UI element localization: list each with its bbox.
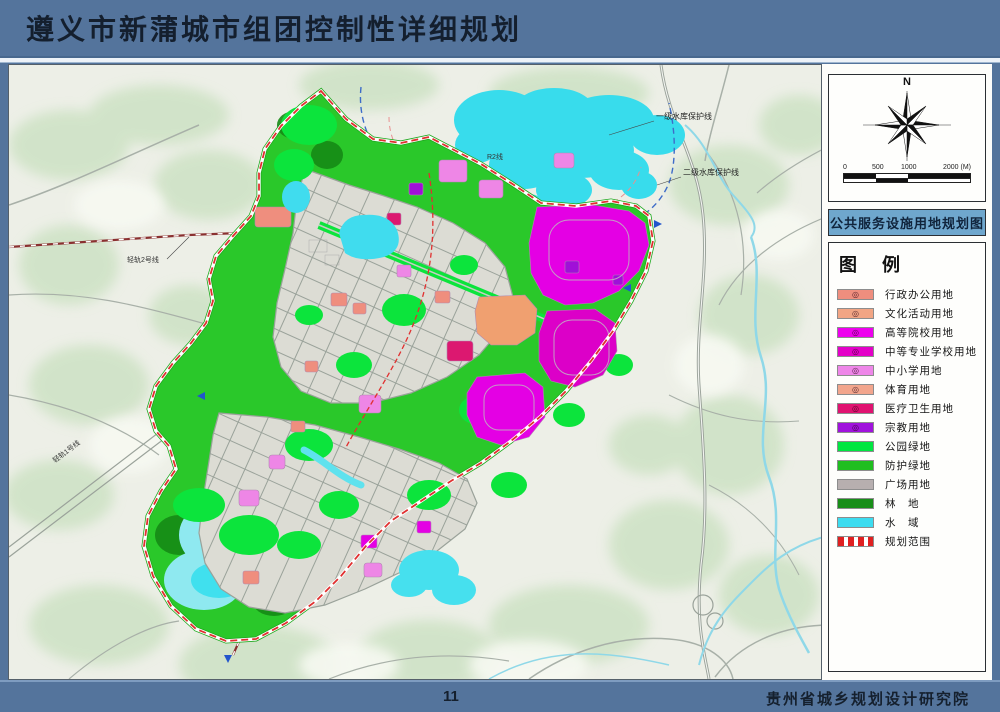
map-canvas: 一级水库保护线 二级水库保护线 R2线 轻轨2号线 轻轨1号线 xyxy=(8,64,822,680)
legend-label: 行政办公用地 xyxy=(885,289,954,301)
legend-label: 防护绿地 xyxy=(885,460,931,472)
legend-symbol: ◎ xyxy=(852,327,859,337)
legend-label: 医疗卫生用地 xyxy=(885,403,954,415)
compass-rose-icon xyxy=(863,91,951,161)
map-sidebar: N 0 500 1000 xyxy=(822,64,992,680)
legend-item: ◎ 行政办公用地 xyxy=(837,285,977,304)
page-title: 遵义市新蒲城市组团控制性详细规划 xyxy=(26,14,523,45)
legend-swatch: ◎ xyxy=(837,289,874,300)
map-sheet: 一级水库保护线 二级水库保护线 R2线 轻轨2号线 轻轨1号线 N xyxy=(8,64,992,680)
direction-arrow-icon xyxy=(197,220,662,663)
legend-swatch xyxy=(837,498,874,509)
planning-boundary xyxy=(142,88,655,643)
scale-tick-1000: 1000 xyxy=(901,164,917,171)
district-boundary xyxy=(344,172,434,450)
legend-label: 中小学用地 xyxy=(885,365,943,377)
legend-item: 规划范围 xyxy=(837,532,977,551)
organization-name: 贵州省城乡规划设计研究院 xyxy=(765,691,970,708)
legend-label: 广场用地 xyxy=(885,479,931,491)
legend-swatch xyxy=(837,479,874,490)
legend-swatch: ◎ xyxy=(837,308,874,319)
legend-label: 中等专业学校用地 xyxy=(885,346,977,358)
legend-item: ◎ 体育用地 xyxy=(837,380,977,399)
legend-label: 规划范围 xyxy=(885,536,931,548)
label-light-rail-2: 轻轨2号线 xyxy=(127,255,159,264)
label-reservoir-protection-2: 二级水库保护线 xyxy=(683,167,739,177)
reservoir xyxy=(454,88,685,216)
legend-label: 水 域 xyxy=(885,517,920,529)
legend-swatch: ◎ xyxy=(837,384,874,395)
legend-item: ◎ 中小学用地 xyxy=(837,361,977,380)
planning-map: 一级水库保护线 二级水库保护线 R2线 轻轨2号线 轻轨1号线 xyxy=(9,65,821,679)
compass-scale-box: N 0 500 1000 xyxy=(828,74,986,202)
scale-tick-0: 0 xyxy=(843,164,847,171)
map-title-banner: 公共服务设施用地规划图 xyxy=(828,209,986,236)
legend-swatch: ◎ xyxy=(837,365,874,376)
legend-swatch: ◎ xyxy=(837,346,874,357)
legend-symbol: ◎ xyxy=(852,365,859,375)
legend-swatch: ◎ xyxy=(837,422,874,433)
terrain-valleys xyxy=(74,180,814,679)
legend-item: ◎ 文化活动用地 xyxy=(837,304,977,323)
legend-list: ◎ 行政办公用地 ◎ 文化活动用地 ◎ 高等院校用地 ◎ 中等专业学校用地 ◎ … xyxy=(837,285,977,551)
legend-item: 林 地 xyxy=(837,494,977,513)
page-header: 遵义市新蒲城市组团控制性详细规划 xyxy=(0,0,1000,58)
legend-label: 高等院校用地 xyxy=(885,327,954,339)
legend-label: 宗教用地 xyxy=(885,422,931,434)
legend-box: 图 例 ◎ 行政办公用地 ◎ 文化活动用地 ◎ 高等院校用地 ◎ 中等专业学校用… xyxy=(828,242,986,672)
legend-label: 林 地 xyxy=(885,498,920,510)
label-reservoir-protection-1: 一级水库保护线 xyxy=(656,111,712,121)
expressway xyxy=(659,65,724,679)
legend-swatch xyxy=(837,517,874,528)
page-number: 11 xyxy=(443,688,459,705)
legend-symbol: ◎ xyxy=(852,403,859,413)
rural-roads xyxy=(9,65,821,679)
legend-symbol: ◎ xyxy=(852,384,859,394)
legend-symbol: ◎ xyxy=(852,308,859,318)
header-divider xyxy=(0,58,1000,63)
legend-item: ◎ 宗教用地 xyxy=(837,418,977,437)
legend-item: ◎ 中等专业学校用地 xyxy=(837,342,977,361)
legend-item: 广场用地 xyxy=(837,475,977,494)
legend-title: 图 例 xyxy=(839,255,911,275)
scale-bar: 0 500 1000 2000 (M) xyxy=(843,164,971,183)
inner-waters xyxy=(282,181,476,605)
legend-swatch xyxy=(837,460,874,471)
legend-item: ◎ 高等院校用地 xyxy=(837,323,977,342)
rivers xyxy=(488,124,821,679)
legend-item: ◎ 医疗卫生用地 xyxy=(837,399,977,418)
legend-label: 体育用地 xyxy=(885,384,931,396)
legend-symbol: ◎ xyxy=(852,346,859,356)
scale-tick-500: 500 xyxy=(872,164,884,171)
north-label: N xyxy=(903,76,911,88)
legend-swatch: ◎ xyxy=(837,327,874,338)
legend-swatch xyxy=(837,441,874,452)
legend-symbol: ◎ xyxy=(852,289,859,299)
legend-item: 防护绿地 xyxy=(837,456,977,475)
label-road-r2: R2线 xyxy=(487,152,503,161)
legend-symbol: ◎ xyxy=(852,422,859,432)
legend-label: 公园绿地 xyxy=(885,441,931,453)
legend-swatch xyxy=(837,536,874,547)
legend-label: 文化活动用地 xyxy=(885,308,954,320)
legend-item: 水 域 xyxy=(837,513,977,532)
scale-tick-2000: 2000 (M) xyxy=(942,164,971,171)
legend-item: 公园绿地 xyxy=(837,437,977,456)
page-footer: 11 贵州省城乡规划设计研究院 xyxy=(0,680,1000,712)
legend-swatch: ◎ xyxy=(837,403,874,414)
